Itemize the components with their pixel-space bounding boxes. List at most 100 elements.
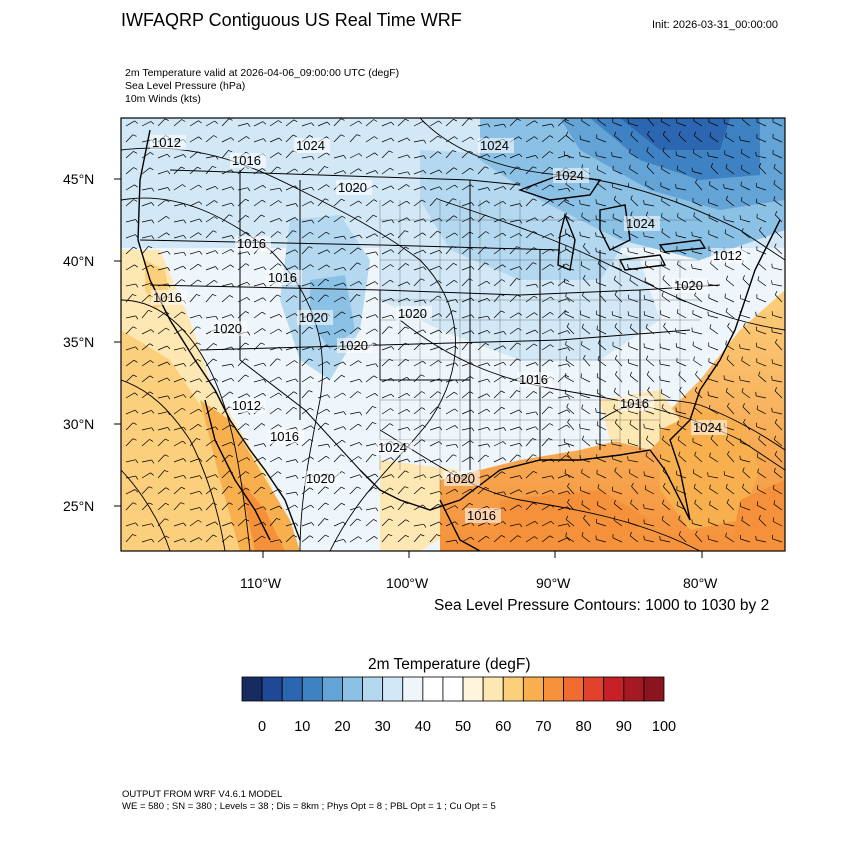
wind-barb: [301, 346, 312, 351]
wind-barb-flag: [356, 486, 361, 489]
wind-barb: [773, 183, 783, 191]
lat-label-30: 30°N: [63, 416, 94, 432]
wind-barb: [772, 314, 783, 319]
wind-barb-flag: [470, 217, 475, 221]
wind-barb: [285, 295, 294, 303]
wind-barb-flag: [324, 518, 329, 521]
wind-barb: [758, 263, 767, 271]
wind-barb-flag: [246, 537, 251, 541]
wind-barb-flag: [165, 502, 170, 506]
wind-barb-flag: [404, 470, 409, 473]
wind-barb: [205, 426, 216, 431]
wind-barb: [597, 504, 607, 511]
wind-barb: [612, 155, 623, 159]
wind-barb-flag: [501, 247, 506, 251]
wind-barb-flag: [183, 252, 187, 256]
wind-barb-flag: [439, 474, 443, 479]
wind-barb: [141, 235, 152, 239]
wind-barb: [629, 472, 639, 479]
wind-barb-flag: [773, 500, 776, 505]
wind-barb-flag: [324, 486, 329, 489]
wind-barb: [141, 439, 150, 447]
wind-barb-flag: [164, 454, 169, 457]
wind-barb-flag: [646, 355, 649, 360]
wind-barb-flag: [423, 139, 427, 144]
wind-barb-flag: [437, 391, 442, 394]
isobar-label: 1024: [555, 168, 584, 183]
wind-barb: [628, 314, 639, 319]
wind-barb: [708, 315, 719, 319]
wind-barb: [565, 183, 575, 191]
wind-barb: [692, 267, 703, 271]
wind-barb: [525, 155, 536, 159]
wind-barb: [582, 439, 591, 447]
wind-barb: [645, 264, 655, 271]
wind-barb-flag: [215, 250, 219, 254]
wind-barb: [461, 217, 472, 223]
wind-barb: [565, 536, 575, 543]
wind-barb-flag: [566, 424, 570, 428]
wind-barb: [557, 263, 567, 271]
wind-barb: [189, 218, 200, 223]
wind-barb-flag: [230, 137, 235, 141]
wind-barb: [565, 296, 575, 303]
wind-barb: [772, 153, 783, 159]
wind-barb-flag: [213, 135, 218, 138]
wind-barb-flag: [565, 118, 570, 122]
wind-barb: [349, 215, 359, 223]
colorbar-title: 2m Temperature (degF): [368, 656, 531, 673]
wind-barb: [285, 391, 295, 399]
wind-barb-flag: [324, 294, 329, 297]
wind-barb-flag: [758, 259, 761, 264]
wind-barb: [141, 219, 152, 223]
wind-barb-flag: [565, 131, 569, 136]
wind-barb: [365, 363, 376, 367]
wind-barb-flag: [678, 531, 682, 536]
wind-barb-flag: [629, 276, 632, 281]
wind-barb-flag: [550, 504, 554, 508]
wind-barb: [597, 359, 607, 367]
wind-barb: [525, 283, 536, 287]
wind-barb: [429, 391, 438, 399]
wind-barb-flag: [405, 519, 410, 523]
wind-barb-flag: [516, 358, 521, 361]
wind-barb-flag: [293, 119, 298, 123]
wind-barb-flag: [229, 535, 234, 538]
wind-barb-flag: [375, 251, 379, 256]
wind-barb: [612, 537, 623, 543]
wind-barb: [461, 342, 469, 351]
wind-barb: [541, 151, 550, 159]
wind-barb: [365, 507, 376, 511]
wind-barb-flag: [661, 212, 663, 217]
wind-barb: [173, 426, 184, 431]
wind-barb: [365, 392, 375, 399]
wind-barb-flag: [468, 342, 473, 345]
wind-barb: [269, 231, 278, 239]
wind-barb: [157, 502, 166, 511]
wind-barb: [708, 283, 719, 287]
wind-barb-flag: [359, 234, 363, 239]
wind-barb-flag: [567, 523, 571, 528]
isobar-label: 1016: [268, 270, 297, 285]
colorbar-swatch: [522, 676, 544, 702]
wind-barb: [445, 310, 453, 319]
wind-barb: [461, 503, 470, 511]
wind-barb-flag: [595, 408, 597, 413]
wind-barb-flag: [471, 314, 475, 319]
wind-barb-flag: [709, 484, 711, 489]
wind-barb-flag: [343, 155, 347, 159]
wind-barb-flag: [215, 474, 219, 478]
wind-barb-flag: [183, 394, 187, 398]
wind-barb-flag: [567, 298, 571, 302]
wind-barb: [614, 326, 623, 335]
wind-barb: [125, 234, 136, 239]
isobar-label-bg: [150, 135, 186, 150]
wind-barb-flag: [261, 486, 265, 490]
wind-barb-flag: [326, 121, 331, 126]
wind-barb-flag: [645, 180, 647, 185]
wind-barb: [557, 474, 568, 479]
wind-barb-flag: [740, 149, 743, 154]
wind-barb: [695, 374, 703, 383]
wind-barb: [525, 166, 534, 175]
wind-barb-flag: [614, 323, 617, 328]
